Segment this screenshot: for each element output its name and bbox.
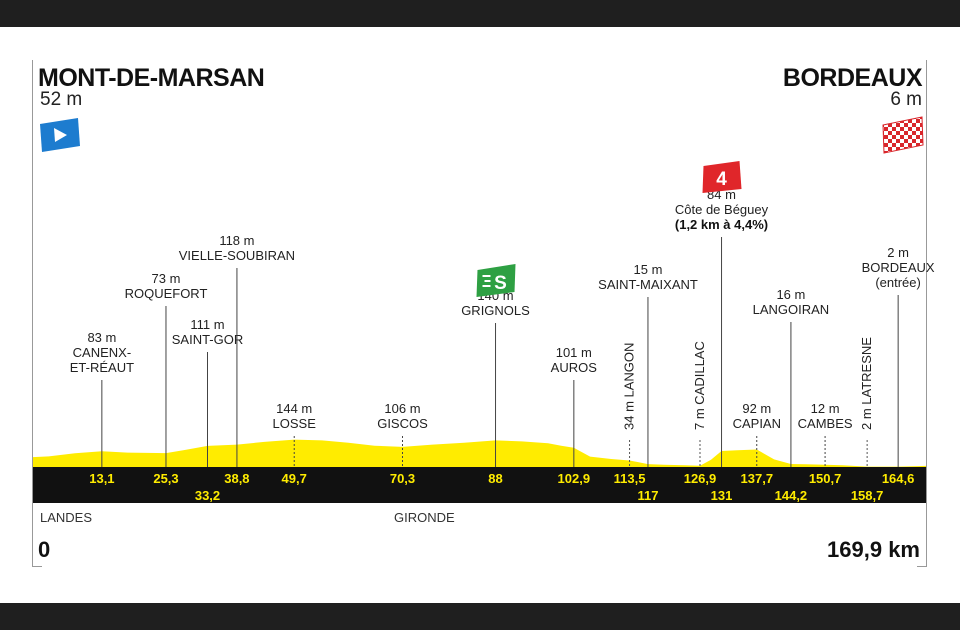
waypoint-vertical-label: 34 m LANGON	[622, 343, 637, 430]
waypoint-name: CAPIAN	[733, 416, 781, 431]
waypoint-altitude: 12 m	[811, 401, 840, 416]
bottom-dark-band	[0, 603, 960, 630]
svg-text:S: S	[494, 273, 507, 294]
waypoint-altitude: 118 m	[219, 233, 254, 248]
profile-area	[33, 439, 926, 467]
waypoint-altitude: 83 m	[87, 330, 116, 345]
chart-frame	[32, 60, 927, 567]
km-marker-label: 144,2	[775, 488, 808, 503]
waypoint-10: 7 m CADILLAC	[692, 341, 707, 467]
start-altitude: 52 m	[40, 89, 83, 110]
km-marker-label: 126,9	[684, 471, 717, 486]
svg-text:4: 4	[716, 169, 727, 190]
climb-category-badge-icon: 4	[702, 161, 742, 193]
km-marker-label: 49,7	[282, 471, 307, 486]
km-marker-label: 70,3	[390, 471, 415, 486]
km-marker-label: 150,7	[809, 471, 842, 486]
km-marker-label: 113,5	[614, 471, 646, 486]
km-marker-label: 158,7	[851, 488, 884, 503]
waypoint-altitude: 2 m	[887, 245, 909, 260]
km-marker-label: 137,7	[741, 471, 774, 486]
km-marker-label: 88	[488, 471, 502, 486]
waypoint-name: CANENX-	[73, 345, 132, 360]
waypoint-8: 34 m LANGON	[622, 343, 637, 467]
km-marker-label: 25,3	[153, 471, 178, 486]
km-marker-label: 117	[638, 488, 659, 503]
km-marker-label: 164,6	[882, 471, 915, 486]
waypoint-altitude: 144 m	[276, 401, 312, 416]
waypoint-altitude: 16 m	[776, 287, 805, 302]
km-marker-label: 33,2	[195, 488, 220, 503]
km-marker-label: 38,8	[224, 471, 249, 486]
waypoint-name: ROQUEFORT	[125, 286, 208, 301]
waypoint-name: SAINT-GOR	[172, 332, 244, 347]
waypoint-name: LOSSE	[273, 416, 317, 431]
waypoint-name: GISCOS	[377, 416, 428, 431]
waypoint-altitude: 92 m	[742, 401, 771, 416]
waypoint-name: CAMBES	[798, 416, 853, 431]
sprint-badge-icon: S	[476, 264, 516, 297]
checkered-finish-flag-icon	[882, 116, 924, 154]
top-dark-band	[0, 0, 960, 27]
department-gironde: GIRONDE	[394, 510, 455, 525]
start-city: MONT-DE-MARSAN	[38, 64, 265, 92]
waypoint-altitude: 101 m	[556, 345, 592, 360]
waypoint-altitude: 106 m	[384, 401, 420, 416]
waypoint-name: (entrée)	[875, 275, 921, 290]
waypoint-name: ET-RÉAUT	[70, 360, 134, 375]
km-marker-label: 13,1	[89, 471, 114, 486]
department-landes: LANDES	[40, 510, 93, 525]
waypoint-name: SAINT-MAIXANT	[598, 277, 698, 292]
waypoint-name: VIELLE-SOUBIRAN	[179, 248, 295, 263]
waypoint-altitude: 111 m	[190, 317, 224, 332]
climb-detail: (1,2 km à 4,4%)	[675, 217, 768, 232]
road-band	[33, 467, 926, 503]
waypoint-15: 2 m LATRESNE	[859, 337, 874, 467]
waypoint-vertical-label: 2 m LATRESNE	[859, 337, 874, 430]
waypoint-name: Côte de Béguey	[675, 202, 769, 217]
waypoint-name: BORDEAUX	[862, 260, 935, 275]
waypoint-name: AUROS	[551, 360, 598, 375]
waypoint-name: GRIGNOLS	[461, 303, 530, 318]
waypoint-altitude: 73 m	[152, 271, 181, 286]
waypoint-altitude: 15 m	[634, 262, 663, 277]
finish-city: BORDEAUX	[782, 64, 923, 92]
waypoint-name: LANGOIRAN	[753, 302, 830, 317]
start-flag-icon	[40, 118, 80, 152]
start-km: 0	[38, 537, 51, 562]
km-marker-label: 131	[711, 488, 733, 503]
km-marker-label: 102,9	[558, 471, 591, 486]
total-distance: 169,9 km	[827, 537, 920, 562]
waypoint-vertical-label: 7 m CADILLAC	[692, 341, 707, 430]
finish-altitude: 6 m	[890, 89, 922, 110]
